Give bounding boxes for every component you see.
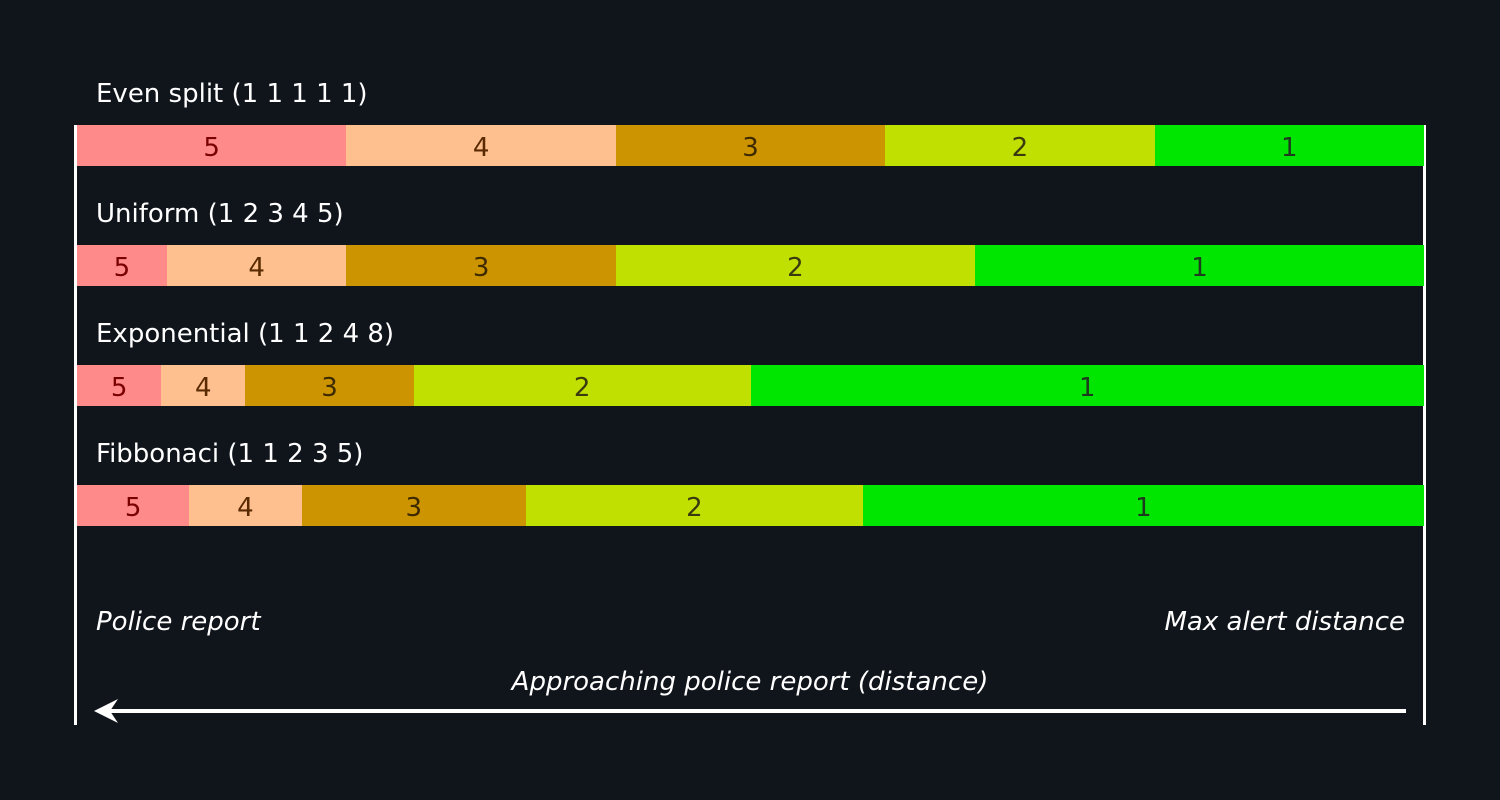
row-title: Fibbonaci (1 1 2 3 5): [96, 439, 364, 469]
right-label: Max alert distance: [1164, 607, 1406, 637]
arrow-left-icon: [94, 699, 1406, 723]
bar-segment-level-2: 2: [526, 485, 863, 526]
row-title: Even split (1 1 1 1 1): [96, 79, 368, 109]
bar-segment-level-3: 3: [615, 125, 886, 166]
left-label: Police report: [96, 607, 261, 637]
axis-label: Approaching police report (distance): [511, 667, 989, 697]
left-boundary-line: [74, 125, 77, 725]
bar-segment-level-5: 5: [77, 125, 347, 166]
right-boundary-line: [1423, 125, 1426, 725]
bar-segment-level-1: 1: [862, 485, 1424, 526]
bar-segment-level-3: 3: [301, 485, 526, 526]
bar-segment-level-4: 4: [166, 245, 347, 286]
bar-segment-level-1: 1: [1154, 125, 1424, 166]
bar-segment-level-5: 5: [77, 365, 162, 406]
bar-segment-level-5: 5: [77, 485, 190, 526]
bar-segment-level-3: 3: [346, 245, 616, 286]
bar-segment-level-4: 4: [346, 125, 616, 166]
bar-segment-level-4: 4: [189, 485, 302, 526]
bar-segment-level-5: 5: [77, 245, 167, 286]
bar-segment-level-2: 2: [413, 365, 751, 406]
bar-segment-level-2: 2: [885, 125, 1155, 166]
bar-segment-level-1: 1: [750, 365, 1424, 406]
bar-segment-level-4: 4: [161, 365, 246, 406]
row-title: Exponential (1 1 2 4 8): [96, 319, 395, 349]
bar-segment-level-1: 1: [974, 245, 1424, 286]
row-title: Uniform (1 2 3 4 5): [96, 199, 344, 229]
bar-segment-level-2: 2: [615, 245, 975, 286]
bar-segment-level-3: 3: [245, 365, 414, 406]
